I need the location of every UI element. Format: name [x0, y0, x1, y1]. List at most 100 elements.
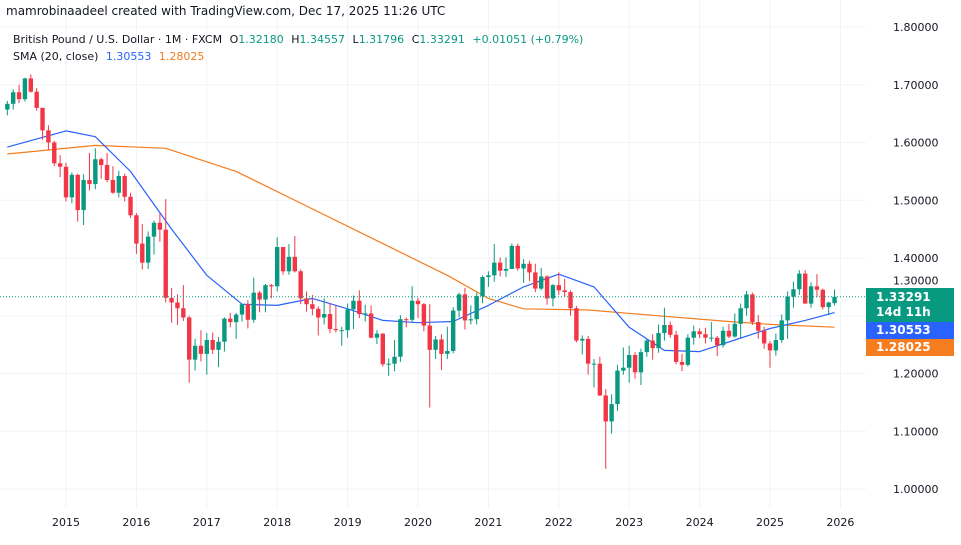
candle-body [363, 313, 368, 315]
candle-body [767, 343, 773, 351]
time-tick-label: 2019 [334, 516, 362, 529]
candle [503, 257, 509, 278]
candle-body [492, 262, 497, 276]
candle [204, 333, 209, 375]
candle [245, 300, 251, 329]
price-axis-bg [866, 0, 961, 545]
last-price-value: 1.33291 [876, 289, 931, 304]
time-tick-label: 2017 [193, 516, 221, 529]
candle-body [826, 302, 831, 308]
candle-body [615, 370, 620, 405]
candle [187, 315, 192, 383]
candle-body [556, 285, 561, 291]
candle-body [574, 308, 579, 341]
candle-body [462, 294, 468, 321]
candle-body [52, 142, 57, 164]
candle-body [87, 180, 92, 185]
sma-title[interactable]: SMA (20, close) [13, 50, 99, 63]
candle-body [703, 334, 708, 338]
candle [304, 291, 309, 312]
candle-body [497, 262, 503, 271]
candle [556, 272, 561, 295]
time-tick-label: 2016 [122, 516, 150, 529]
candle [492, 244, 497, 282]
candle [609, 394, 614, 434]
time-tick-label: 2026 [826, 516, 854, 529]
high-label: H [291, 33, 300, 46]
candle-body [198, 345, 204, 354]
candle [580, 335, 585, 355]
candle-body [116, 175, 121, 193]
candle [409, 286, 415, 323]
candle-body [715, 337, 720, 346]
candle-body [5, 103, 10, 110]
candle [439, 334, 444, 371]
candle-body [16, 92, 22, 100]
open-label: O [229, 33, 239, 46]
symbol-legend: British Pound / U.S. Dollar · 1M · FXCM … [13, 31, 587, 48]
candle [750, 292, 755, 325]
candle-body [732, 323, 737, 337]
symbol-title[interactable]: British Pound / U.S. Dollar · 1M · FXCM [13, 33, 223, 46]
candle-body [157, 222, 163, 230]
candle [163, 199, 168, 303]
candle-body [820, 289, 825, 308]
price-tick-label: 1.60000 [893, 137, 939, 150]
candle-body [257, 292, 262, 300]
price-axis[interactable]: 1.00000 1.10000 1.20000 1.30000 1.40000 1.500… [866, 0, 961, 545]
candle [57, 155, 63, 178]
candle-body [398, 319, 403, 357]
candle [767, 341, 773, 368]
candle-body [169, 297, 174, 303]
candle-body [181, 308, 186, 318]
candle [63, 162, 69, 202]
candle-body [110, 180, 116, 193]
candle [427, 304, 432, 408]
candle [638, 348, 644, 386]
candle-body [269, 285, 274, 287]
candle [280, 247, 286, 275]
candle [210, 332, 215, 354]
candle [738, 303, 743, 338]
candle [808, 282, 814, 308]
candle [169, 288, 174, 323]
candle-body [632, 355, 638, 373]
candle-body [539, 276, 544, 289]
candle [509, 243, 515, 269]
bar-countdown: 14d 11h [876, 304, 931, 319]
candle-body [245, 304, 251, 320]
candle-body [656, 333, 661, 349]
time-tick-label: 2021 [474, 516, 502, 529]
candle [233, 312, 239, 339]
candle [380, 333, 385, 367]
last-price-label: 1.33291 14d 11h [866, 287, 954, 322]
candle-body [175, 302, 180, 309]
candle-body [187, 317, 192, 360]
candle-body [668, 324, 673, 335]
candle [539, 267, 544, 291]
candle [644, 338, 649, 357]
candle [198, 330, 204, 362]
candle [104, 152, 110, 183]
candle-body [239, 304, 245, 315]
candle-body [627, 355, 632, 368]
candle-body [34, 91, 39, 108]
candle [433, 335, 438, 360]
time-axis[interactable]: 2015 2016 2017 2018 2019 2020 2021 2022 2023 2024… [52, 516, 854, 529]
candle-body [480, 277, 485, 297]
legend: British Pound / U.S. Dollar · 1M · FXCM … [13, 31, 587, 65]
candle-body [104, 165, 110, 181]
candle [662, 307, 667, 341]
candle [421, 303, 427, 332]
candle-body [486, 275, 491, 278]
time-tick-label: 2018 [263, 516, 291, 529]
candle-body [145, 236, 151, 263]
change-value: +0.01051 (+0.79%) [472, 33, 584, 46]
candle [28, 74, 33, 93]
candle-body [321, 314, 327, 318]
high-value: 1.34557 [299, 33, 346, 46]
candle-body [228, 318, 233, 323]
candle [574, 305, 579, 343]
candle [269, 283, 274, 299]
